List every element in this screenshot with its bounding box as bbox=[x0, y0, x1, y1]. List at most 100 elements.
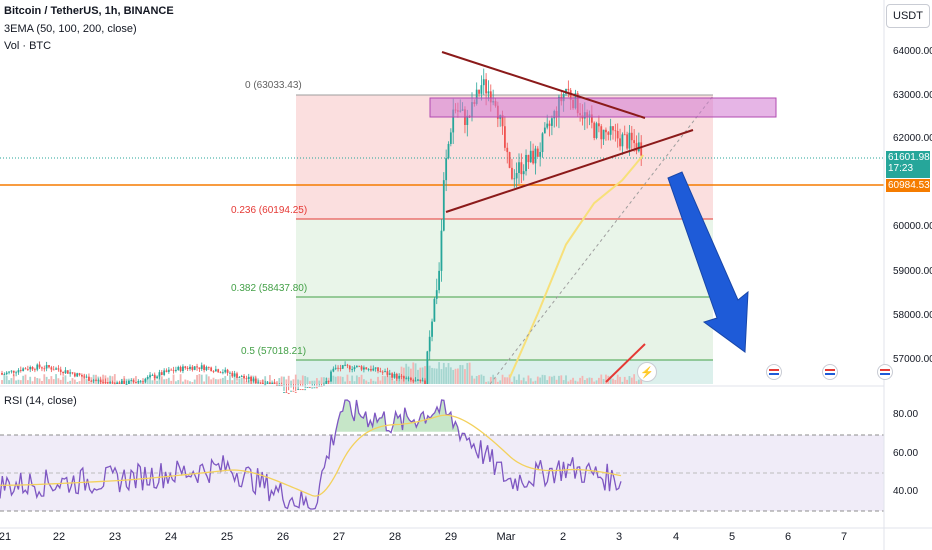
candle-body bbox=[203, 365, 205, 371]
volume-bar bbox=[73, 379, 76, 384]
volume-bar bbox=[151, 380, 154, 384]
candle-body bbox=[393, 373, 396, 378]
volume-bar bbox=[626, 379, 628, 384]
candle-body bbox=[466, 115, 469, 125]
orange-price-tag[interactable]: 60984.53 bbox=[886, 179, 930, 192]
candle-body bbox=[428, 336, 431, 352]
candle-body bbox=[116, 382, 119, 384]
bearish-arrow[interactable] bbox=[667, 171, 749, 353]
candle-body bbox=[419, 379, 422, 382]
economic-event-icon[interactable] bbox=[877, 364, 893, 380]
candle-body bbox=[421, 380, 424, 382]
candle-body bbox=[158, 372, 161, 377]
candle-body bbox=[297, 389, 299, 391]
volume-bar bbox=[19, 380, 22, 384]
triangle-lower-line[interactable] bbox=[445, 129, 694, 213]
volume-bar bbox=[555, 379, 558, 384]
volume-bar bbox=[271, 380, 274, 384]
candle-body bbox=[384, 371, 386, 373]
candle-body bbox=[640, 142, 643, 156]
candle-body bbox=[95, 380, 97, 382]
candle-body bbox=[367, 369, 370, 370]
volume-bar bbox=[379, 380, 382, 384]
candle-body bbox=[69, 372, 72, 374]
volume-bar bbox=[480, 374, 483, 384]
volume-bar bbox=[212, 377, 215, 384]
volume-bar bbox=[522, 377, 525, 384]
candle-body bbox=[607, 132, 610, 135]
red-ray-line[interactable] bbox=[605, 343, 646, 383]
candle-body bbox=[330, 371, 332, 382]
candle-body bbox=[605, 129, 607, 133]
currency-unit-button[interactable]: USDT bbox=[886, 4, 930, 28]
candle-body bbox=[92, 380, 95, 382]
ema-legend[interactable]: 3EMA (50, 100, 200, close) bbox=[4, 23, 137, 35]
candle-body bbox=[417, 379, 419, 381]
volume-bar bbox=[238, 378, 241, 384]
candle-body bbox=[306, 387, 309, 388]
x-tick-label: 24 bbox=[164, 531, 178, 543]
volume-bar bbox=[499, 380, 502, 384]
candle-body bbox=[31, 366, 34, 370]
volume-bar bbox=[588, 377, 591, 384]
volume-bar bbox=[370, 378, 372, 384]
y-tick-label: 59000.00 bbox=[893, 266, 932, 277]
ema-line bbox=[508, 154, 645, 378]
candle-body bbox=[546, 123, 549, 128]
volume-bar bbox=[637, 379, 640, 384]
trading-signal-icon[interactable]: ⚡ bbox=[637, 362, 657, 382]
candle-body bbox=[525, 154, 527, 172]
symbol-legend[interactable]: Bitcoin / TetherUS, 1h, BINANCE bbox=[4, 5, 174, 17]
volume-bar bbox=[445, 367, 448, 384]
volume-bar bbox=[59, 379, 62, 384]
candle-body bbox=[433, 298, 436, 322]
candle-body bbox=[3, 374, 6, 375]
triangle-upper-line[interactable] bbox=[441, 51, 646, 119]
volume-bar bbox=[398, 380, 401, 384]
volume-bar bbox=[165, 378, 168, 384]
candle-body bbox=[189, 366, 191, 369]
volume-bar bbox=[630, 377, 633, 384]
economic-event-icon[interactable] bbox=[822, 364, 838, 380]
volume-bar bbox=[330, 381, 332, 384]
candle-body bbox=[34, 369, 36, 371]
volume-bar bbox=[8, 380, 10, 384]
candle-body bbox=[332, 368, 335, 372]
volume-bar bbox=[532, 381, 534, 384]
economic-event-icon[interactable] bbox=[766, 364, 782, 380]
volume-bar bbox=[280, 376, 283, 384]
volume-bar bbox=[334, 376, 337, 384]
candle-body bbox=[285, 391, 288, 393]
volume-legend[interactable]: Vol · BTC bbox=[4, 40, 52, 52]
candle-body bbox=[287, 393, 290, 394]
volume-bar bbox=[377, 376, 379, 384]
rsi-legend[interactable]: RSI (14, close) bbox=[4, 395, 77, 407]
volume-bar bbox=[473, 378, 476, 384]
volume-bar bbox=[508, 374, 511, 384]
candle-body bbox=[529, 150, 532, 163]
candle-body bbox=[149, 375, 151, 378]
x-tick-label: 4 bbox=[672, 531, 680, 543]
volume-bar bbox=[113, 374, 116, 384]
candle-body bbox=[224, 369, 227, 373]
candle-body bbox=[339, 368, 342, 369]
volume-bar bbox=[294, 374, 297, 384]
volume-bar bbox=[576, 381, 579, 384]
volume-bar bbox=[311, 380, 314, 384]
resistance-zone[interactable] bbox=[429, 97, 777, 118]
candle-body bbox=[344, 364, 346, 366]
volume-bar bbox=[301, 375, 304, 384]
candle-body bbox=[5, 372, 8, 375]
volume-bar bbox=[83, 374, 86, 384]
x-tick-label: 22 bbox=[52, 531, 66, 543]
volume-bar bbox=[346, 374, 349, 384]
volume-bar bbox=[189, 381, 191, 384]
volume-bar bbox=[414, 363, 417, 384]
volume-bar bbox=[372, 380, 375, 384]
candle-body bbox=[541, 133, 544, 153]
fib-zone-382-5 bbox=[296, 297, 713, 360]
candle-body bbox=[165, 370, 168, 372]
candle-body bbox=[440, 230, 443, 271]
current-price-tag[interactable]: 61601.98 17:23 bbox=[886, 151, 930, 178]
